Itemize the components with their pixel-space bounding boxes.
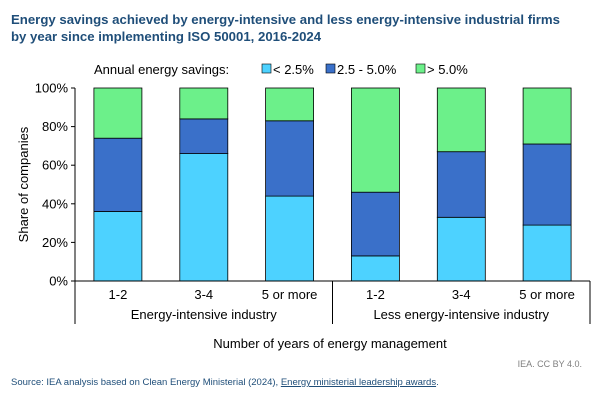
legend-title: Annual energy savings: bbox=[94, 62, 229, 77]
source-text: Source: IEA analysis based on Clean Ener… bbox=[11, 377, 281, 388]
credit-text: IEA. CC BY 4.0. bbox=[517, 359, 582, 369]
source-note: Source: IEA analysis based on Clean Ener… bbox=[11, 377, 439, 388]
y-tick-label: 20% bbox=[42, 235, 68, 250]
legend: Annual energy savings: < 2.5% 2.5 - 5.0% > … bbox=[94, 62, 468, 77]
bar-segment-3-cat-3 bbox=[265, 87, 315, 122]
source-end: . bbox=[436, 377, 439, 388]
bar-segment-1-cat-6 bbox=[522, 224, 572, 282]
legend-label: > 5.0% bbox=[427, 62, 468, 77]
x-tick-label: 1-2 bbox=[109, 287, 128, 302]
x-axis-title: Number of years of energy management bbox=[213, 336, 447, 351]
bar-segment-3-cat-5 bbox=[436, 87, 486, 153]
y-tick-label: 80% bbox=[42, 119, 68, 134]
legend-swatch bbox=[415, 63, 426, 74]
x-tick-label: 5 or more bbox=[262, 287, 318, 302]
legend-item-3: > 5.0% bbox=[415, 62, 468, 77]
group-label-1: Energy-intensive industry bbox=[131, 307, 277, 322]
bar-segment-1-cat-3 bbox=[265, 195, 315, 282]
bar-segment-3-cat-6 bbox=[522, 87, 572, 145]
legend-item-2: 2.5 - 5.0% bbox=[325, 62, 397, 77]
legend-item-1: < 2.5% bbox=[261, 62, 314, 77]
y-tick-label: 100% bbox=[35, 81, 69, 96]
bar-segment-2-cat-4 bbox=[350, 191, 400, 257]
bar-segment-3-cat-4 bbox=[350, 87, 400, 193]
axes: 0% 20% 40% 60% 80% 100% Share of companies 1-2 3… bbox=[16, 81, 591, 351]
bar-segment-2-cat-3 bbox=[265, 120, 315, 197]
bar-segment-2-cat-5 bbox=[436, 151, 486, 218]
x-tick-label: 3-4 bbox=[452, 287, 471, 302]
legend-swatch bbox=[325, 63, 336, 74]
y-tick-label: 60% bbox=[42, 158, 68, 173]
chart-title: Energy savings achieved by energy-intens… bbox=[11, 12, 560, 44]
bar-segment-2-cat-1 bbox=[93, 137, 143, 212]
y-tick-label: 0% bbox=[49, 274, 68, 289]
bar-segment-3-cat-1 bbox=[93, 87, 143, 139]
bar-segment-1-cat-2 bbox=[179, 153, 229, 282]
x-tick-label: 3-4 bbox=[194, 287, 213, 302]
y-tick-label: 40% bbox=[42, 196, 68, 211]
source-link[interactable]: Energy ministerial leadership awards bbox=[280, 377, 437, 388]
bar-segment-1-cat-4 bbox=[350, 255, 400, 282]
bars bbox=[93, 87, 572, 282]
bar-segment-2-cat-6 bbox=[522, 143, 572, 226]
x-tick-label: 1-2 bbox=[366, 287, 385, 302]
y-axis-title: Share of companies bbox=[16, 126, 31, 242]
x-tick-label: 5 or more bbox=[519, 287, 575, 302]
bar-segment-1-cat-5 bbox=[436, 216, 486, 282]
legend-label: 2.5 - 5.0% bbox=[337, 62, 397, 77]
bar-segment-2-cat-2 bbox=[179, 118, 229, 155]
bar-segment-1-cat-1 bbox=[93, 211, 143, 282]
legend-swatch bbox=[261, 63, 272, 74]
legend-label: < 2.5% bbox=[273, 62, 314, 77]
bar-segment-3-cat-2 bbox=[179, 87, 229, 120]
group-label-2: Less energy-intensive industry bbox=[373, 307, 549, 322]
